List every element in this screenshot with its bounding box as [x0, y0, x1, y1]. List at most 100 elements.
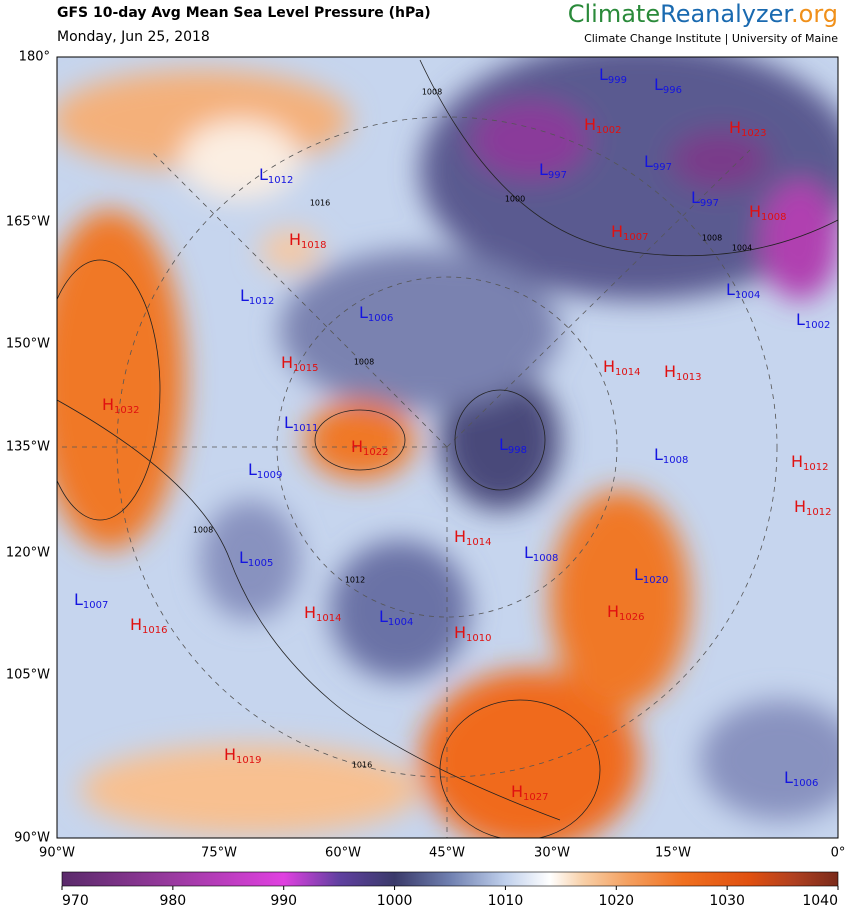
center-letter: H — [729, 118, 741, 137]
colorbar — [61, 871, 839, 887]
center-letter: H — [454, 527, 466, 546]
map-frame — [56, 56, 839, 839]
center-letter: H — [351, 437, 363, 456]
center-letter: H — [584, 115, 596, 134]
pressure-center: L1006 — [784, 768, 818, 790]
pressure-center: H1008 — [749, 202, 786, 224]
center-letter: H — [511, 782, 523, 801]
contour-label: 1008 — [193, 526, 213, 535]
center-value: 1004 — [735, 290, 760, 301]
center-value: 1016 — [142, 625, 167, 636]
colorbar-tick-label: 1030 — [709, 893, 745, 909]
center-value: 1012 — [268, 175, 293, 186]
pressure-center: H1026 — [607, 602, 644, 624]
center-letter: H — [791, 452, 803, 471]
center-letter: L — [74, 590, 83, 609]
center-letter: H — [224, 745, 236, 764]
center-value: 1008 — [663, 455, 688, 466]
center-letter: L — [240, 286, 249, 305]
lon-label: 45°W — [429, 846, 465, 861]
center-letter: L — [259, 165, 268, 184]
center-value: 1012 — [806, 507, 831, 518]
date: Monday, Jun 25, 2018 — [57, 29, 210, 45]
center-value: 1010 — [466, 633, 491, 644]
center-value: 1020 — [643, 575, 668, 586]
pressure-center: L1008 — [524, 543, 558, 565]
pressure-center: L1012 — [259, 165, 293, 187]
pressure-center: H1014 — [304, 603, 341, 625]
pressure-center: H1023 — [729, 118, 766, 140]
center-letter: L — [539, 160, 548, 179]
center-letter: L — [691, 188, 700, 207]
center-value: 998 — [508, 445, 527, 456]
center-letter: H — [664, 362, 676, 381]
center-value: 1012 — [803, 462, 828, 473]
logo-part: .org — [791, 0, 838, 28]
pressure-center: H1015 — [281, 353, 318, 375]
center-letter: L — [284, 413, 293, 432]
pressure-center: H1012 — [794, 497, 831, 519]
center-value: 1013 — [676, 372, 701, 383]
center-value: 1026 — [619, 612, 644, 623]
center-letter: L — [784, 768, 793, 787]
center-letter: H — [102, 395, 114, 414]
lat-label: 150°W — [6, 337, 50, 352]
center-letter: H — [794, 497, 806, 516]
center-value: 1014 — [316, 613, 341, 624]
center-value: 997 — [653, 162, 672, 173]
center-letter: L — [239, 548, 248, 567]
pressure-center: H1007 — [611, 222, 648, 244]
center-letter: H — [607, 602, 619, 621]
center-letter: L — [726, 280, 735, 299]
lon-label: 75°W — [201, 846, 237, 861]
center-letter: H — [281, 353, 293, 372]
lon-label: 90°W — [39, 846, 75, 861]
center-value: 1027 — [523, 792, 548, 803]
pressure-center: L999 — [599, 65, 627, 87]
center-letter: L — [248, 460, 257, 479]
center-value: 1007 — [83, 600, 108, 611]
pressure-center: L1009 — [248, 460, 282, 482]
center-letter: H — [603, 357, 615, 376]
pressure-center: H1012 — [791, 452, 828, 474]
pressure-center: L1012 — [240, 286, 274, 308]
center-letter: L — [524, 543, 533, 562]
contour-label: 1000 — [505, 195, 525, 204]
colorbar-tick-label: 980 — [159, 893, 186, 909]
pressure-center: L997 — [691, 188, 719, 210]
center-value: 1018 — [301, 240, 326, 251]
pressure-center: H1022 — [351, 437, 388, 459]
colorbar-tick-label: 990 — [270, 893, 297, 909]
center-value: 1008 — [761, 212, 786, 223]
pressure-center: L1007 — [74, 590, 108, 612]
center-letter: H — [304, 603, 316, 622]
lat-label: 90°W — [14, 831, 50, 846]
pressure-center: H1032 — [102, 395, 139, 417]
center-letter: L — [379, 607, 388, 626]
pressure-center: L996 — [654, 75, 682, 97]
center-value: 1023 — [741, 128, 766, 139]
center-value: 1032 — [114, 405, 139, 416]
center-letter: H — [454, 623, 466, 642]
pressure-center: L1004 — [379, 607, 413, 629]
lon-label: 0° — [831, 846, 846, 861]
center-value: 996 — [663, 85, 682, 96]
contour-label: 1008 — [702, 234, 722, 243]
pressure-center: L998 — [499, 435, 527, 457]
center-letter: L — [499, 435, 508, 454]
center-letter: H — [130, 615, 142, 634]
lon-label: 30°W — [534, 846, 570, 861]
colorbar-tick-label: 1040 — [802, 893, 838, 909]
pressure-center: H1027 — [511, 782, 548, 804]
center-letter: L — [359, 303, 368, 322]
center-value: 1006 — [368, 313, 393, 324]
contour-label: 1012 — [345, 576, 365, 585]
center-letter: L — [644, 152, 653, 171]
contour-label: 1008 — [422, 88, 442, 97]
lon-label: 60°W — [325, 846, 361, 861]
pressure-center: H1019 — [224, 745, 261, 767]
pressure-center: H1010 — [454, 623, 491, 645]
pressure-center: H1016 — [130, 615, 167, 637]
lat-label: 165°W — [6, 215, 50, 230]
